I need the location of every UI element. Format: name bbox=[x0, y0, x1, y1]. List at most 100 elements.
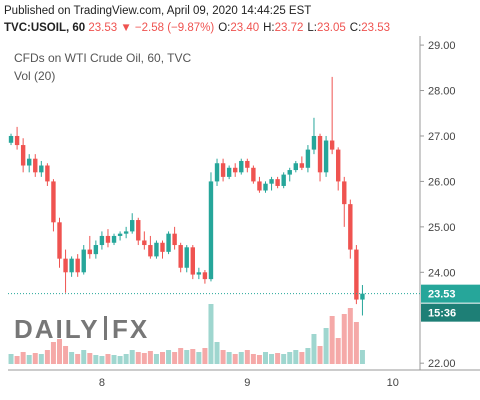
candle-body bbox=[287, 170, 292, 175]
volume-bar bbox=[226, 352, 232, 364]
volume-bar bbox=[232, 354, 238, 364]
candle-body bbox=[123, 231, 129, 234]
volume-bar bbox=[323, 328, 329, 364]
logo-fx: FX bbox=[112, 314, 149, 344]
volume-bar bbox=[57, 339, 62, 364]
countdown-box bbox=[421, 303, 480, 322]
volume-bar bbox=[287, 352, 293, 364]
volume-bar bbox=[129, 350, 135, 364]
volume-bar bbox=[81, 350, 87, 364]
candle-body bbox=[33, 158, 38, 173]
symbol: TVC:USOIL, 60 bbox=[4, 22, 86, 34]
candle-body bbox=[275, 179, 280, 186]
ohlc-value: 23.40 bbox=[230, 22, 260, 34]
candle-body bbox=[196, 272, 202, 275]
candle-body bbox=[136, 220, 141, 241]
candle-body bbox=[117, 233, 123, 236]
candle-body bbox=[245, 160, 250, 168]
change: ▼ −2.58 (−9.87%) bbox=[120, 22, 215, 34]
volume-bar bbox=[93, 355, 99, 364]
volume-bar bbox=[238, 352, 244, 364]
volume-bar bbox=[208, 304, 214, 364]
frame bbox=[0, 36, 480, 400]
ohlc-label: C: bbox=[349, 22, 362, 34]
candle-body bbox=[342, 181, 347, 205]
y-tick-label: 24.00 bbox=[428, 267, 456, 279]
volume-bar bbox=[8, 354, 14, 364]
candle-body bbox=[63, 258, 68, 273]
candle-body bbox=[214, 163, 220, 182]
volume-bar bbox=[153, 354, 159, 364]
x-tick-label: 8 bbox=[99, 377, 105, 389]
volume-bar bbox=[329, 316, 335, 364]
volume-bar bbox=[123, 354, 129, 364]
volume-bar bbox=[166, 350, 172, 364]
volume-bar bbox=[335, 338, 341, 364]
chart-title: CFDs on WTI Crude Oil, 60, TVC bbox=[14, 51, 191, 65]
volume-bar bbox=[87, 353, 93, 364]
y-tick-label: 25.00 bbox=[428, 222, 456, 234]
volume-bar bbox=[347, 308, 353, 364]
candle-body bbox=[39, 165, 44, 173]
candle-body bbox=[202, 272, 208, 280]
candle-body bbox=[329, 140, 335, 150]
candle-body bbox=[154, 242, 159, 257]
candle-body bbox=[233, 167, 238, 173]
volume-bar bbox=[178, 348, 184, 364]
candle-body bbox=[311, 135, 317, 150]
volume-bars bbox=[8, 304, 365, 364]
volume-bar bbox=[281, 354, 287, 364]
candle-body bbox=[93, 245, 99, 255]
candle-body bbox=[14, 135, 20, 146]
y-tick-label: 29.00 bbox=[428, 40, 456, 52]
y-tick-label: 26.00 bbox=[428, 176, 456, 188]
volume-bar bbox=[111, 355, 117, 364]
volume-bar bbox=[220, 350, 226, 364]
candle-body bbox=[99, 235, 105, 246]
volume-bar bbox=[63, 346, 69, 364]
candle-body bbox=[305, 149, 311, 168]
candle-body bbox=[51, 181, 56, 223]
volume-bar bbox=[244, 350, 250, 364]
candle-body bbox=[27, 158, 32, 166]
candle-body bbox=[45, 165, 50, 182]
volume-bar bbox=[20, 352, 26, 364]
candle-body bbox=[257, 181, 262, 191]
volume-bar bbox=[311, 334, 317, 364]
logo-bar bbox=[104, 316, 107, 340]
logo: DAILY FX bbox=[14, 314, 149, 344]
candle-body bbox=[57, 222, 62, 259]
candle-body bbox=[20, 145, 26, 166]
candles bbox=[8, 76, 365, 316]
volume-bar bbox=[341, 314, 347, 364]
candle-body bbox=[142, 240, 147, 246]
ohlc-value: 23.05 bbox=[317, 22, 346, 34]
candle-body bbox=[360, 293, 365, 300]
volume-bar bbox=[196, 352, 202, 364]
candle-body bbox=[293, 163, 298, 171]
volume-bar bbox=[117, 356, 123, 364]
candle-body bbox=[226, 167, 232, 177]
volume-bar bbox=[275, 353, 281, 364]
y-tick-label: 22.00 bbox=[428, 358, 456, 370]
candle-body bbox=[336, 149, 341, 182]
volume-bar bbox=[256, 355, 262, 364]
volume-bar bbox=[32, 353, 38, 364]
candle-body bbox=[111, 235, 117, 243]
ohlc-label: H: bbox=[263, 22, 275, 34]
ohlc-label: L: bbox=[307, 22, 317, 34]
candle-body bbox=[251, 167, 256, 182]
candle-body bbox=[239, 160, 244, 173]
volume-bar bbox=[263, 352, 268, 364]
published: Published on TradingView.com, April 09, … bbox=[4, 5, 312, 17]
volume-bar bbox=[359, 350, 365, 364]
volume-bar bbox=[160, 352, 165, 364]
volume-bar bbox=[190, 349, 196, 364]
candle-body bbox=[184, 247, 189, 268]
header: Published on TradingView.com, April 09, … bbox=[4, 3, 390, 37]
candle-body bbox=[87, 249, 92, 255]
last-price-label: 23.53 bbox=[428, 289, 456, 301]
volume-bar bbox=[305, 348, 311, 364]
